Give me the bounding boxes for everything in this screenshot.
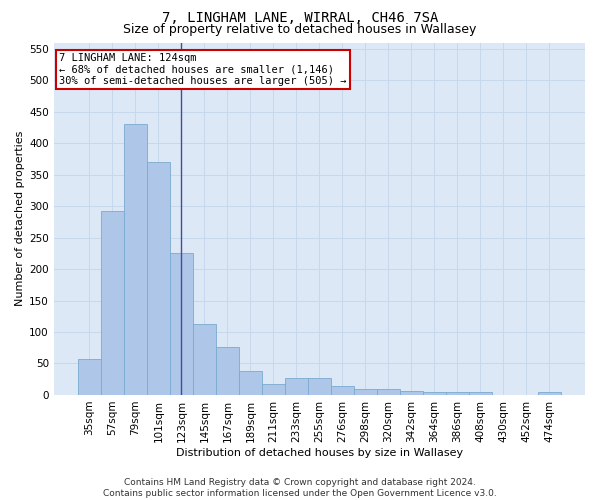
X-axis label: Distribution of detached houses by size in Wallasey: Distribution of detached houses by size … [176, 448, 463, 458]
Bar [124, 124, 147, 395]
Bar [354, 388, 377, 395]
Text: Size of property relative to detached houses in Wallasey: Size of property relative to detached ho… [124, 22, 476, 36]
Bar [538, 392, 561, 395]
Bar [446, 392, 469, 395]
Bar [308, 378, 331, 395]
Bar [216, 347, 239, 395]
Bar [101, 210, 124, 395]
Bar [262, 384, 285, 395]
Bar [193, 324, 216, 395]
Text: 7, LINGHAM LANE, WIRRAL, CH46 7SA: 7, LINGHAM LANE, WIRRAL, CH46 7SA [162, 11, 438, 25]
Bar [377, 388, 400, 395]
Bar [469, 392, 492, 395]
Bar [400, 390, 423, 395]
Text: Contains HM Land Registry data © Crown copyright and database right 2024.
Contai: Contains HM Land Registry data © Crown c… [103, 478, 497, 498]
Y-axis label: Number of detached properties: Number of detached properties [15, 131, 25, 306]
Bar [423, 392, 446, 395]
Bar [170, 252, 193, 395]
Bar [285, 378, 308, 395]
Bar [331, 386, 354, 395]
Text: 7 LINGHAM LANE: 124sqm
← 68% of detached houses are smaller (1,146)
30% of semi-: 7 LINGHAM LANE: 124sqm ← 68% of detached… [59, 53, 347, 86]
Bar [78, 359, 101, 395]
Bar [147, 162, 170, 395]
Bar [239, 371, 262, 395]
